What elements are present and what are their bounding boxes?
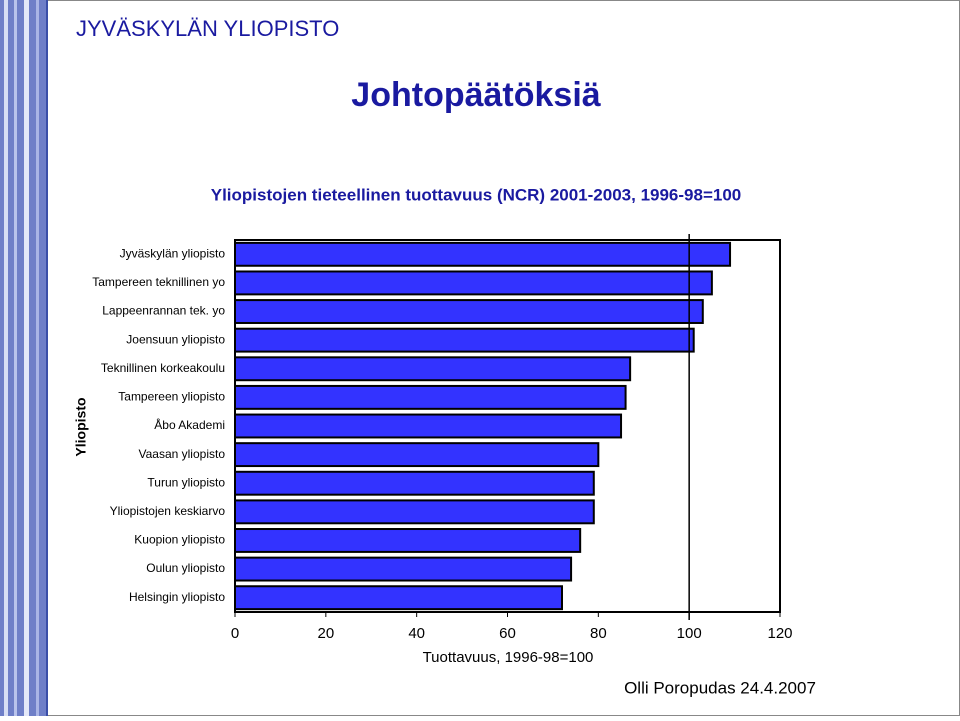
y-tick-label: Jyväskylän yliopisto	[120, 246, 226, 260]
bar	[234, 327, 695, 353]
y-tick-label: Turun yliopisto	[147, 475, 225, 489]
x-tick-label: 100	[677, 625, 702, 642]
slide-title: Johtopäätöksiä	[351, 76, 600, 114]
y-axis-label: Yliopisto	[73, 397, 89, 456]
x-tick-label: 120	[767, 625, 792, 642]
bar	[234, 270, 713, 296]
bar	[234, 470, 595, 496]
y-tick-label: Yliopistojen keskiarvo	[110, 504, 226, 518]
y-tick-label: Åbo Akademi	[154, 417, 225, 432]
y-tick-label: Oulun yliopisto	[146, 561, 225, 575]
x-axis-label: Tuottavuus, 1996-98=100	[423, 649, 594, 666]
bar	[234, 241, 732, 267]
y-tick-label: Lappeenrannan tek. yo	[102, 304, 225, 318]
x-tick-label: 20	[317, 625, 334, 642]
y-tick-label: Helsingin yliopisto	[129, 590, 225, 604]
y-tick-label: Joensuun yliopisto	[126, 332, 225, 346]
decorative-strip	[0, 0, 48, 716]
y-tick-label: Tampereen teknillinen yo	[92, 275, 225, 289]
x-tick-label: 40	[408, 625, 425, 642]
header: JYVÄSKYLÄN YLIOPISTO	[76, 16, 339, 41]
x-tick-label: 0	[231, 625, 239, 642]
bar	[234, 556, 573, 582]
bar	[234, 442, 600, 468]
chart-title: Yliopistojen tieteellinen tuottavuus (NC…	[211, 185, 742, 204]
x-tick-label: 80	[590, 625, 607, 642]
y-tick-label: Vaasan yliopisto	[139, 447, 226, 461]
bar	[234, 499, 595, 525]
footer: Olli Poropudas 24.4.2007	[624, 678, 816, 697]
bar	[234, 413, 623, 439]
bar	[234, 528, 582, 553]
y-tick-label: Kuopion yliopisto	[134, 533, 225, 547]
bar	[234, 585, 563, 611]
bar	[234, 299, 704, 324]
y-tick-label: Tampereen yliopisto	[118, 390, 225, 404]
bar	[234, 356, 632, 382]
x-tick-label: 60	[499, 625, 516, 642]
bar	[234, 384, 627, 410]
y-tick-label: Teknillinen korkeakoulu	[101, 361, 225, 375]
